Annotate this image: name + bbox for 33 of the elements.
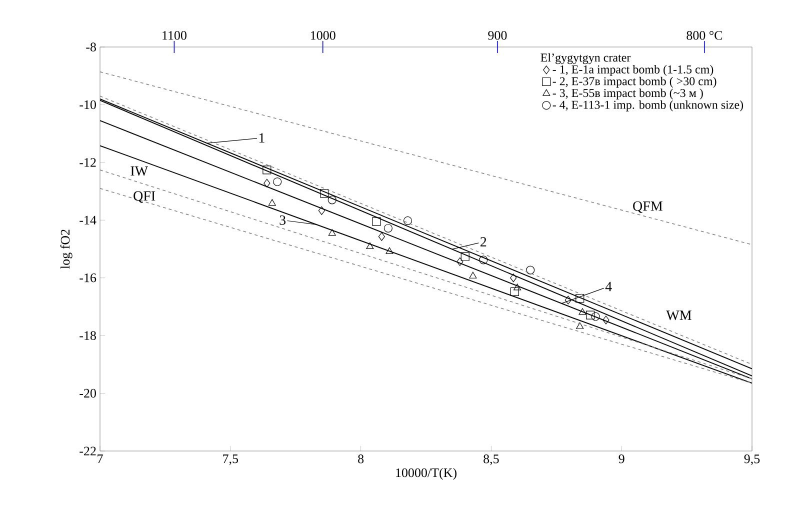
text: 1000 (310, 31, 336, 40)
legend-label: - 2, E-37в impact bomb ( >30 cm) (552, 76, 716, 88)
text: 1100 (162, 31, 186, 40)
y-tick-label: -18 (80, 331, 96, 340)
legend-label: - 4, E-113-1 imp. bomb (unknown size) (552, 100, 744, 112)
text: 800 °C (686, 31, 722, 40)
legend-label: 4 (605, 282, 612, 292)
legend-title: El’gygytgyn crater (540, 53, 631, 64)
x-tick-label: 9 (618, 454, 624, 464)
x-tick-label: 8,5 (484, 454, 499, 466)
series-label: 3 (280, 215, 286, 225)
series-label: WM (666, 310, 692, 320)
legend-label: - 3, E-55в impact bomb (~3 м ) (552, 88, 703, 100)
legend-label: 1 (259, 133, 264, 143)
y-tick-label: -10 (80, 100, 96, 110)
legend-label: 2 (480, 237, 486, 246)
y-tick-label: -12 (80, 158, 96, 167)
x-tick-label: 9,5 (744, 454, 760, 466)
text: 900 (488, 31, 507, 40)
y-tick-label: -20 (80, 388, 96, 398)
x-tick-label: 8 (358, 454, 364, 464)
series-label: IW (130, 166, 148, 176)
y-tick-label: -14 (80, 216, 96, 224)
y-tick-label: -22 (80, 446, 96, 456)
series-label: QFI (134, 191, 156, 203)
legend-label: - 1, E-1a impact bomb (1-1.5 cm) (552, 65, 714, 76)
y-tick-label: -8 (86, 42, 96, 52)
x-tick-label: 7,5 (223, 454, 238, 466)
y-tick-label: -16 (80, 273, 96, 282)
series-label: QFM (633, 201, 662, 213)
y-axis-title: log fO2 (60, 230, 72, 269)
x-tick-label: 7 (98, 454, 103, 464)
x-axis-title: 10000/T(K) (396, 468, 456, 480)
